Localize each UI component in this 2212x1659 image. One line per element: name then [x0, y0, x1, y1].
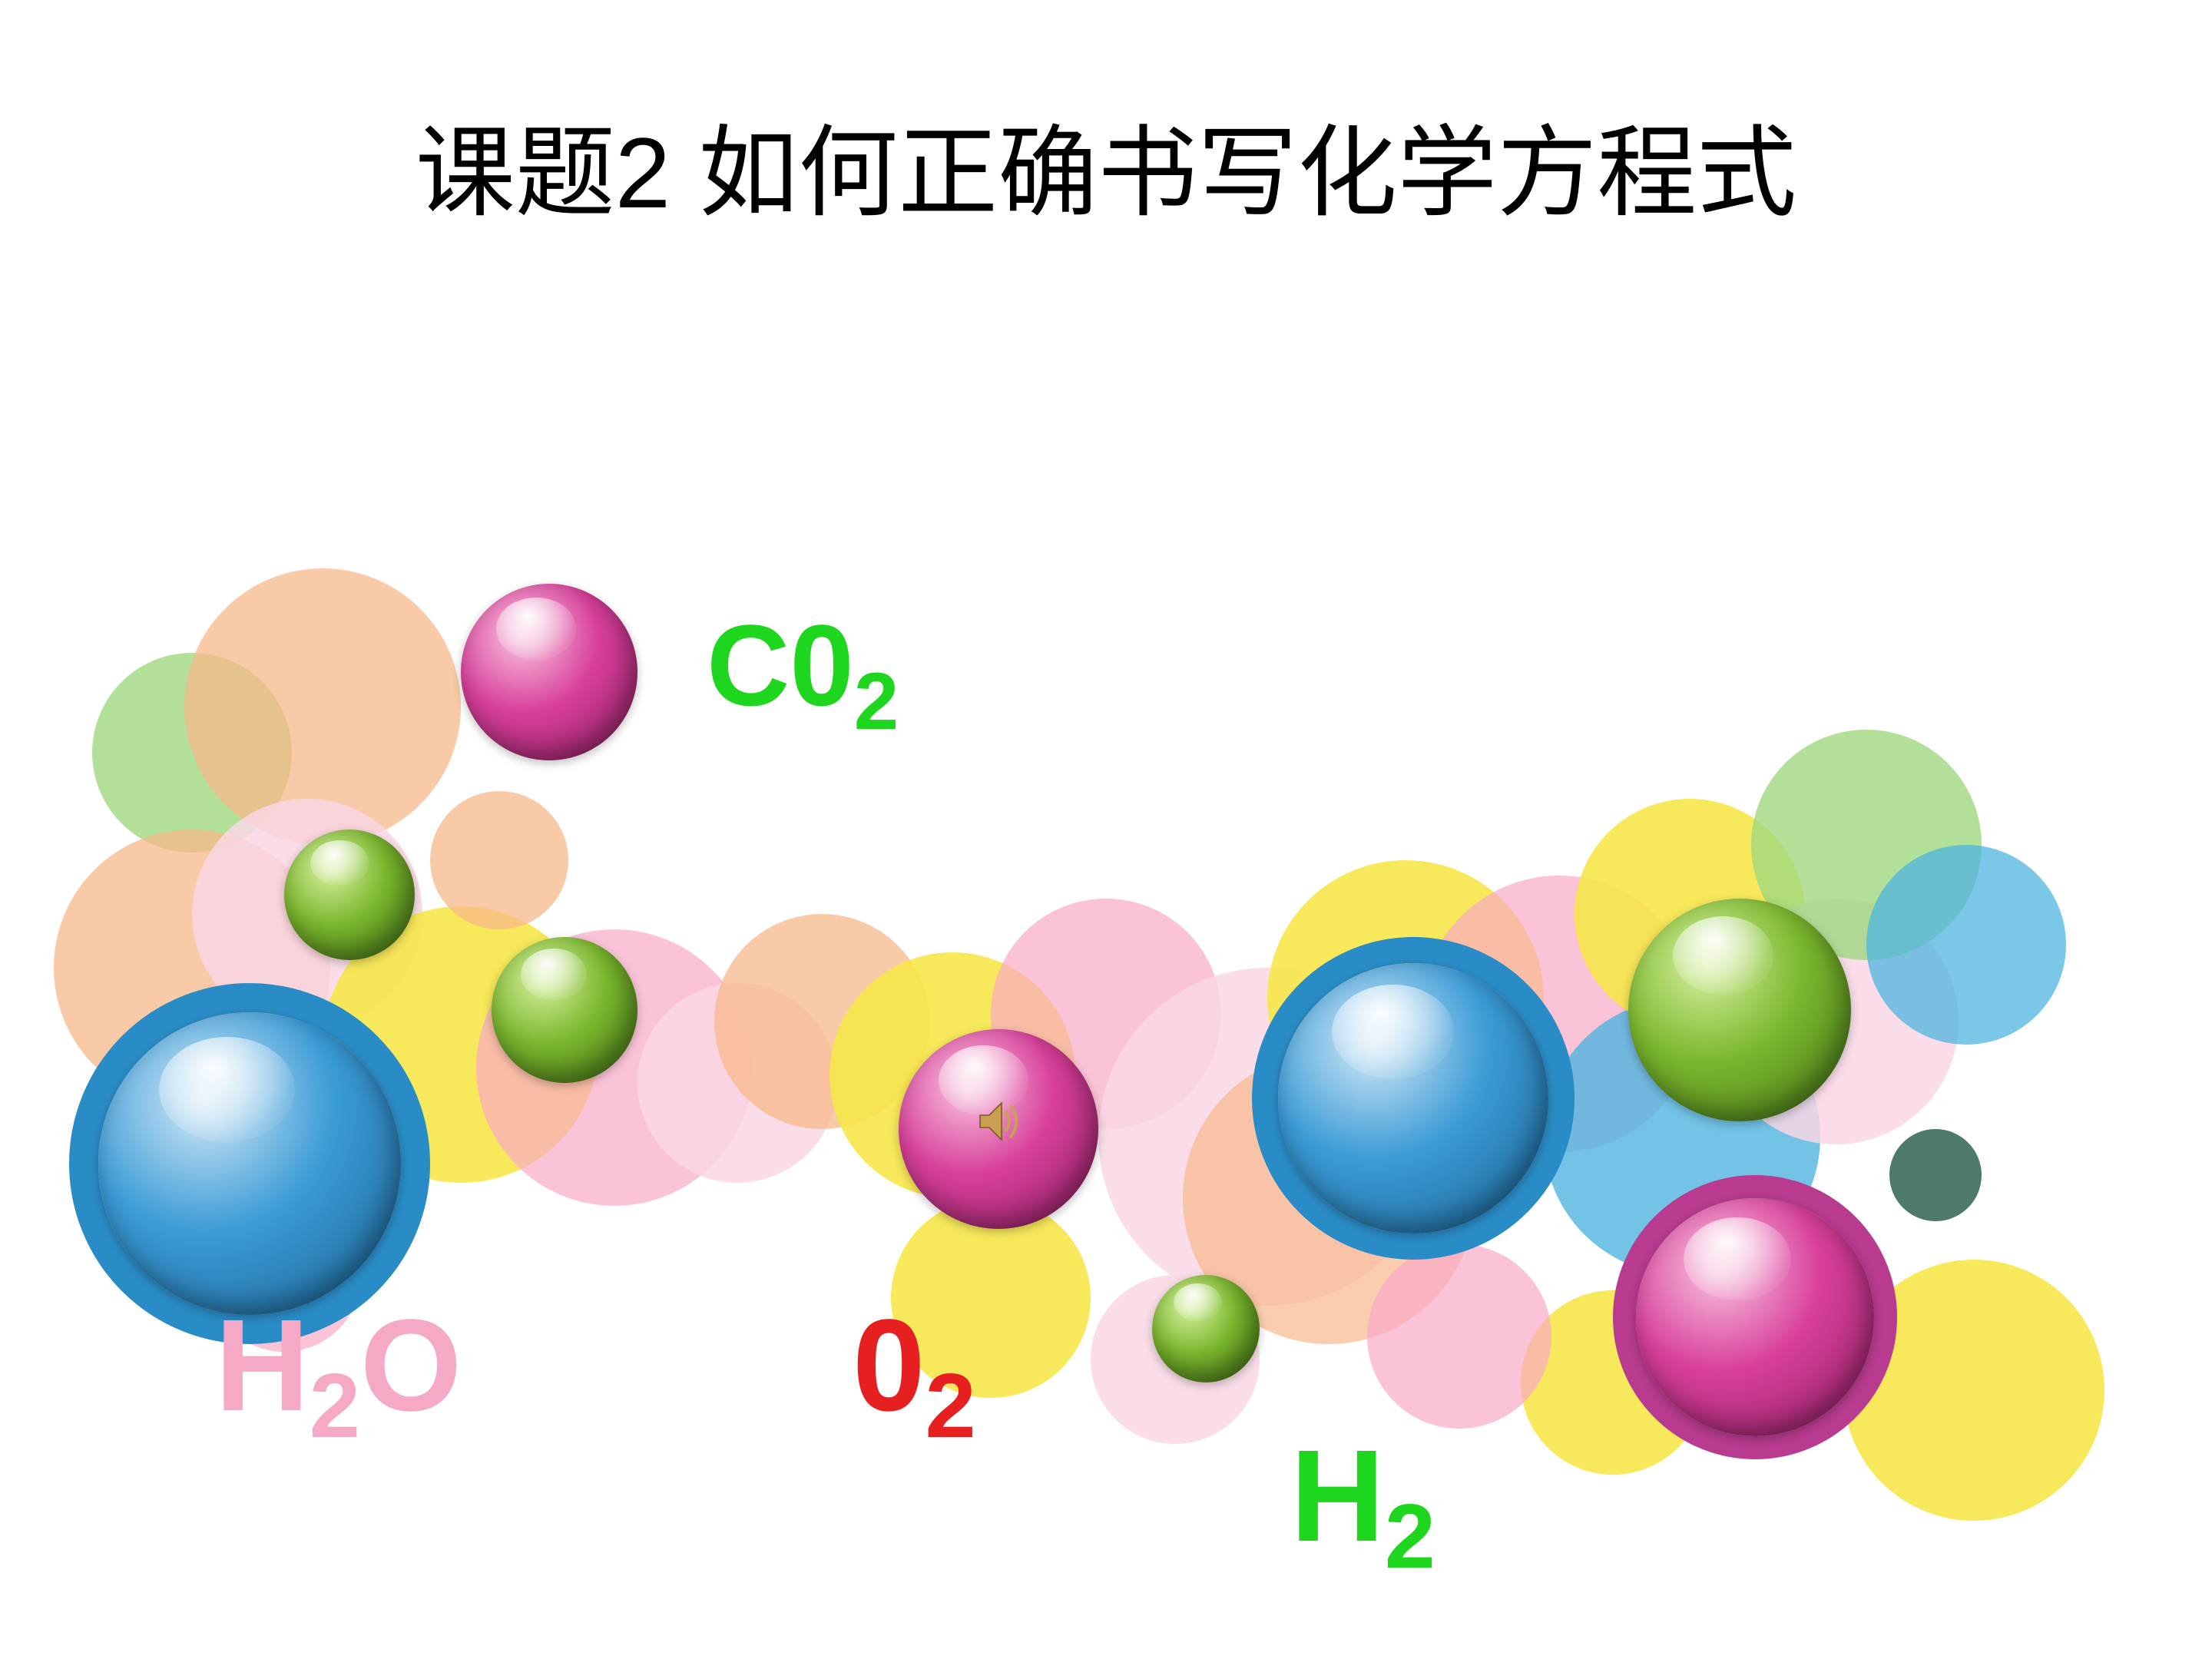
- chemical-formula: 02: [853, 1290, 976, 1459]
- molecule-sphere: [1278, 963, 1548, 1233]
- molecule-sphere: [98, 1012, 401, 1315]
- decorative-circle: [430, 791, 568, 929]
- decorative-circle: [1889, 1129, 1982, 1221]
- slide-title: 课题2 如何正确书写化学方程式: [416, 92, 1796, 237]
- chemical-formula: H2: [1290, 1421, 1435, 1589]
- sound-icon[interactable]: [968, 1091, 1029, 1152]
- chemical-formula: C02: [707, 599, 899, 748]
- molecule-sphere: [1636, 1198, 1874, 1436]
- decorative-circle: [1367, 1244, 1551, 1429]
- molecule-sphere: [492, 937, 637, 1083]
- molecule-sphere: [461, 584, 637, 760]
- molecule-sphere: [284, 830, 415, 960]
- decorative-circle: [1866, 845, 2066, 1045]
- chemical-formula: H2O: [215, 1290, 462, 1459]
- molecule-sphere: [1628, 899, 1851, 1121]
- molecule-sphere: [1152, 1275, 1260, 1382]
